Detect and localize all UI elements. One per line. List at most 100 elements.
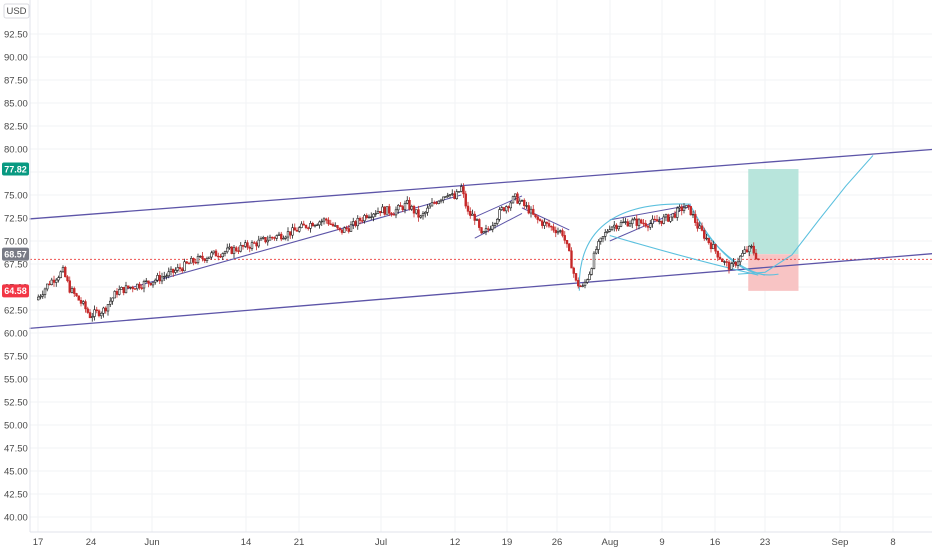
candle-body	[187, 262, 191, 265]
x-tick-label: Aug	[602, 537, 619, 548]
candle-body	[320, 220, 323, 223]
candle-body	[469, 211, 472, 216]
x-tick-label: Sep	[832, 537, 849, 548]
candle-body	[52, 279, 56, 283]
candle-body	[595, 249, 598, 254]
candle-body	[725, 261, 728, 263]
x-tick-label: Jul	[375, 537, 387, 548]
candle-body	[86, 308, 89, 313]
y-tick-label: 47.50	[4, 444, 28, 455]
candle-body	[516, 193, 519, 204]
y-tick-label: 70.00	[4, 237, 28, 248]
candle-body	[354, 221, 357, 227]
candle-body	[457, 191, 461, 193]
candle-body	[608, 229, 611, 232]
candle-body	[448, 194, 452, 196]
candle-body	[388, 206, 391, 214]
candle-body	[622, 221, 625, 224]
candle-body	[662, 216, 665, 224]
y-tick-label: 62.50	[4, 306, 28, 317]
candle-body	[502, 207, 506, 212]
candle-body	[685, 205, 688, 208]
candle-body	[545, 221, 548, 224]
wedge-line[interactable]	[474, 212, 523, 239]
y-tick-label: 85.00	[4, 99, 28, 110]
candle-body	[196, 256, 200, 264]
candle-body	[667, 214, 670, 222]
candle-body	[300, 223, 303, 228]
candle-body	[430, 202, 434, 207]
candle-body	[273, 237, 276, 239]
candle-body	[55, 279, 58, 283]
candle-body	[41, 294, 44, 297]
y-tick-label: 42.50	[4, 490, 28, 501]
candle-body	[444, 196, 447, 198]
upper-channel-line[interactable]	[29, 146, 932, 220]
candle-body	[66, 276, 69, 282]
candle-body	[651, 218, 654, 225]
candle-body	[660, 220, 663, 224]
candle-body	[48, 283, 51, 286]
lower-channel-line[interactable]	[29, 250, 932, 330]
candle-body	[46, 283, 49, 290]
candle-body	[473, 213, 476, 221]
candle-body	[178, 267, 182, 270]
profit-zone[interactable]	[748, 169, 799, 255]
y-tick-label: 55.00	[4, 375, 28, 386]
candle-body	[43, 288, 47, 295]
fib-arc[interactable]	[578, 203, 691, 291]
candle-body	[307, 227, 310, 229]
candle-body	[246, 242, 249, 248]
candle-body	[304, 224, 308, 229]
candle-body	[691, 213, 695, 216]
candle-body	[363, 215, 366, 222]
candle-body	[338, 227, 341, 230]
candle-body	[698, 225, 701, 229]
candle-body	[408, 200, 411, 210]
fib-arc[interactable]	[609, 234, 759, 276]
candle-body	[262, 237, 265, 239]
candle-body	[568, 243, 571, 252]
candle-body	[518, 200, 521, 204]
candle-body	[640, 219, 643, 224]
candle-body	[329, 223, 332, 225]
candle-body	[723, 261, 726, 263]
candle-body	[286, 231, 290, 238]
y-tick-label: 52.50	[4, 398, 28, 409]
candle-body	[500, 207, 503, 210]
forecast-curve[interactable]	[737, 155, 874, 275]
candle-body	[703, 230, 706, 239]
candle-body	[138, 283, 141, 289]
candle-body	[552, 226, 555, 231]
y-tick-label: 40.00	[4, 513, 28, 524]
candle-body	[410, 206, 413, 210]
candle-body	[403, 202, 407, 211]
currency-label-box[interactable]: USD	[3, 3, 30, 19]
candle-body	[79, 299, 83, 304]
candle-body	[541, 220, 544, 226]
candle-body	[376, 211, 380, 214]
candle-body	[349, 224, 353, 232]
candle-body	[453, 193, 456, 199]
candle-body	[100, 312, 103, 317]
candle-body	[577, 279, 580, 287]
candle-body	[644, 223, 647, 227]
candle-body	[631, 219, 634, 224]
candle-body	[626, 221, 629, 227]
currency-label: USD	[6, 6, 26, 17]
candle-body	[289, 231, 292, 236]
candle-body	[439, 199, 443, 202]
candle-body	[77, 295, 80, 301]
price-badge	[2, 162, 29, 176]
price-badge-label: 64.58	[4, 286, 27, 296]
candle-body	[61, 267, 65, 273]
candle-body	[352, 221, 355, 226]
candle-body	[385, 206, 389, 215]
candle-body	[498, 209, 501, 220]
candle-body	[109, 300, 112, 305]
price-badge-label: 77.82	[4, 164, 27, 174]
candle-body	[82, 301, 85, 304]
candle-body	[226, 247, 229, 253]
